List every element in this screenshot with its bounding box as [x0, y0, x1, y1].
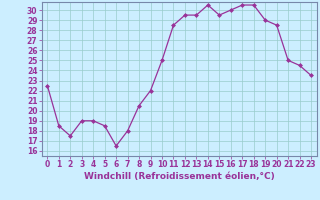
X-axis label: Windchill (Refroidissement éolien,°C): Windchill (Refroidissement éolien,°C) [84, 172, 275, 181]
